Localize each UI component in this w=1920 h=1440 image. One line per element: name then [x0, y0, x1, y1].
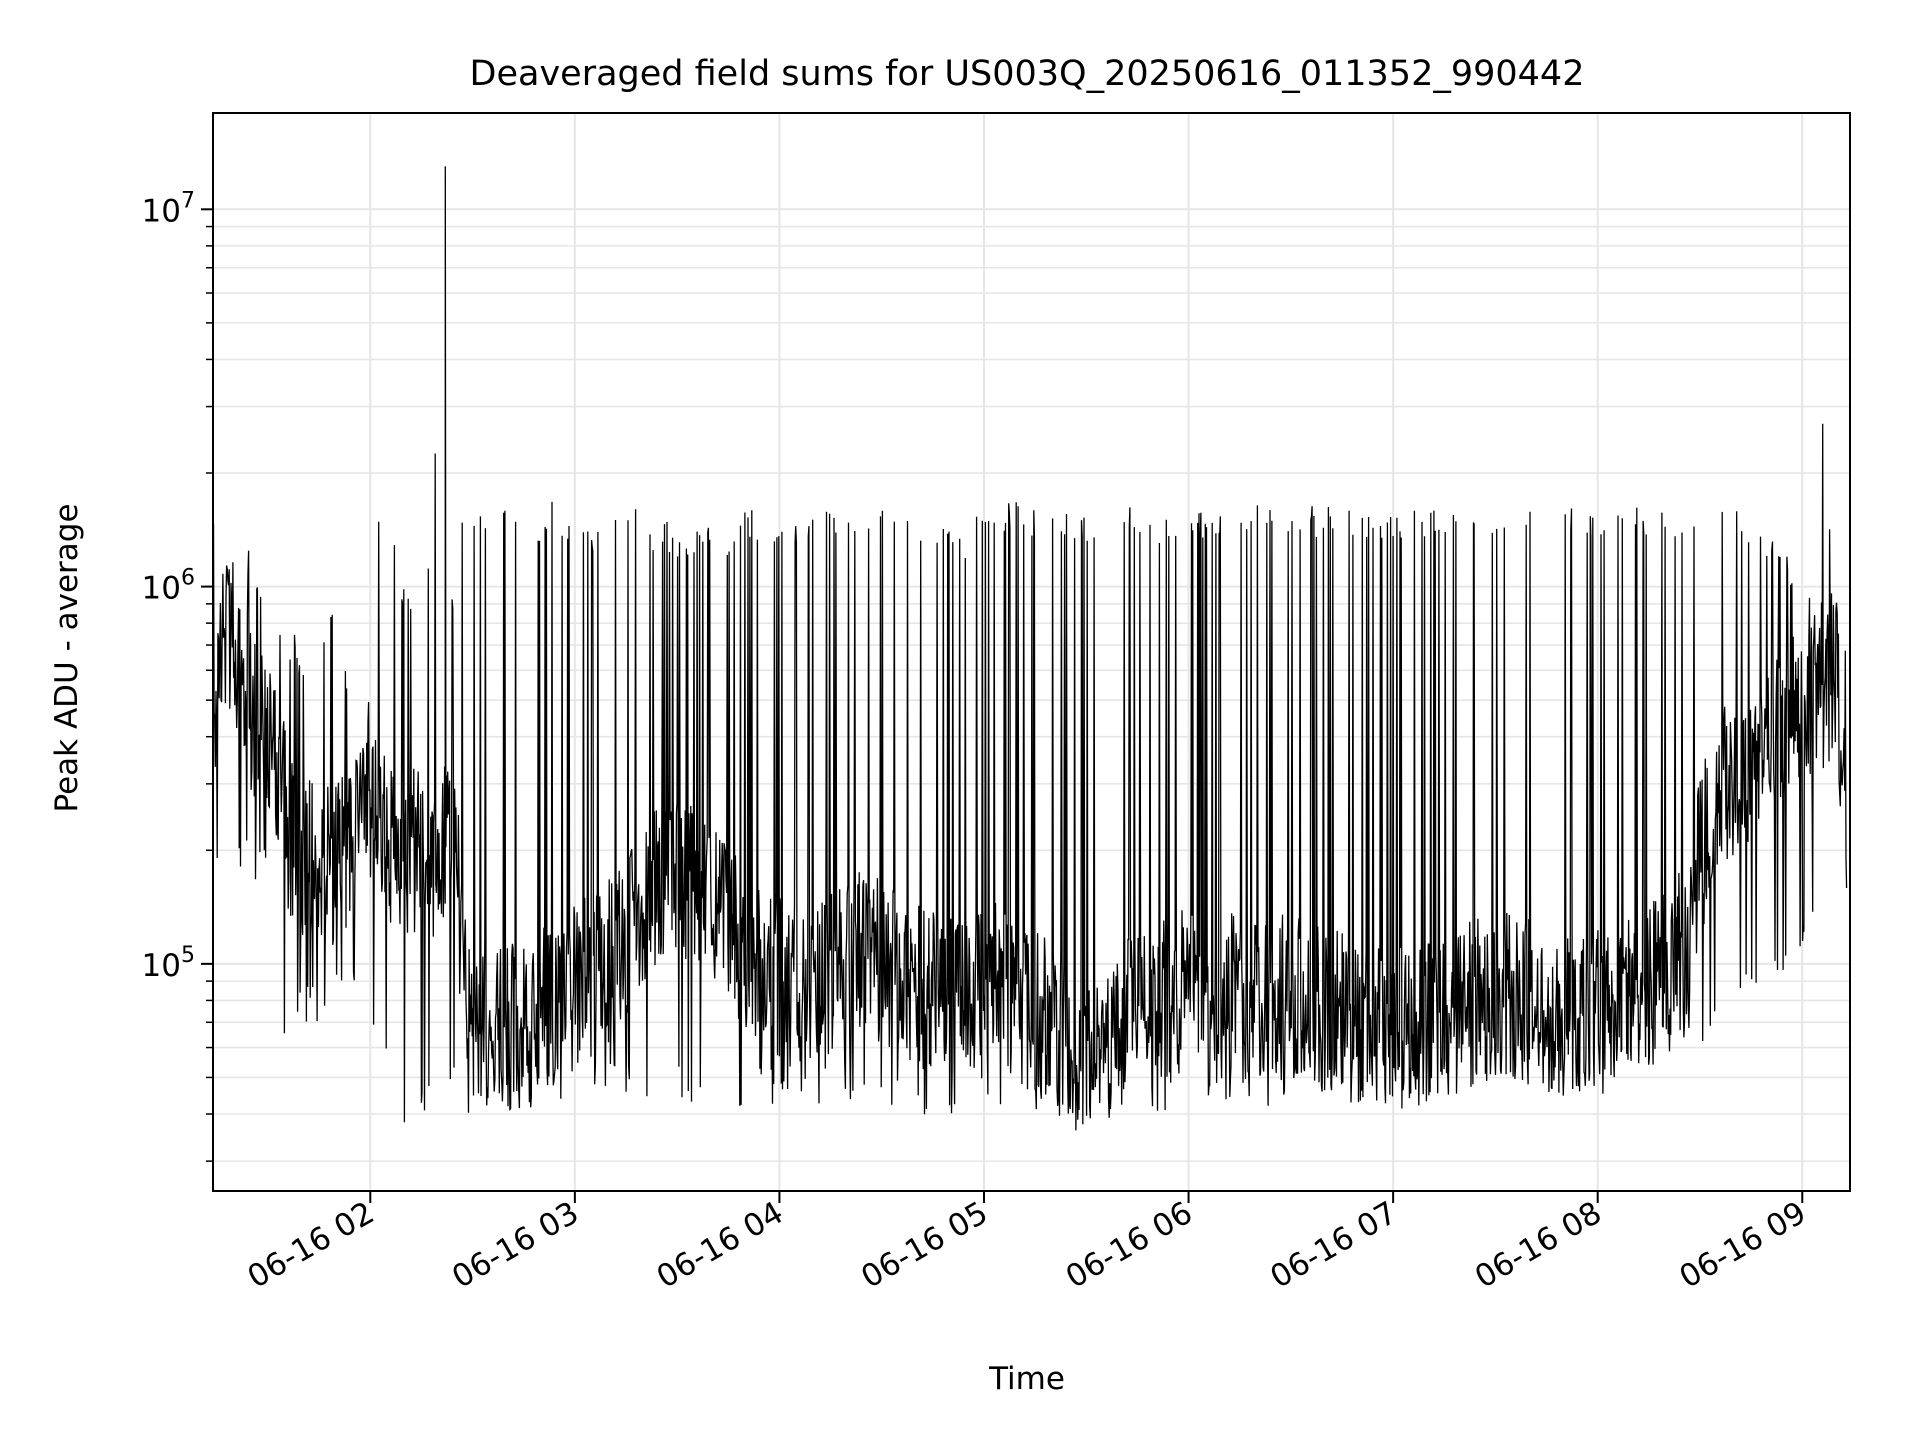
series-line-path: [212, 166, 1848, 1131]
chart-title: Deaveraged field sums for US003Q_2025061…: [470, 54, 1585, 94]
y-tick-label: 105: [142, 943, 195, 984]
plot-frame: [212, 112, 1851, 1192]
y-tick-label: 106: [142, 566, 195, 607]
y-axis: 105 106 107: [142, 188, 213, 1162]
series-line: [212, 166, 1848, 1131]
y-tick-label: 107: [142, 188, 195, 229]
y-axis-label: Peak ADU - average: [49, 503, 85, 812]
x-axis-label: Time: [988, 1361, 1065, 1397]
